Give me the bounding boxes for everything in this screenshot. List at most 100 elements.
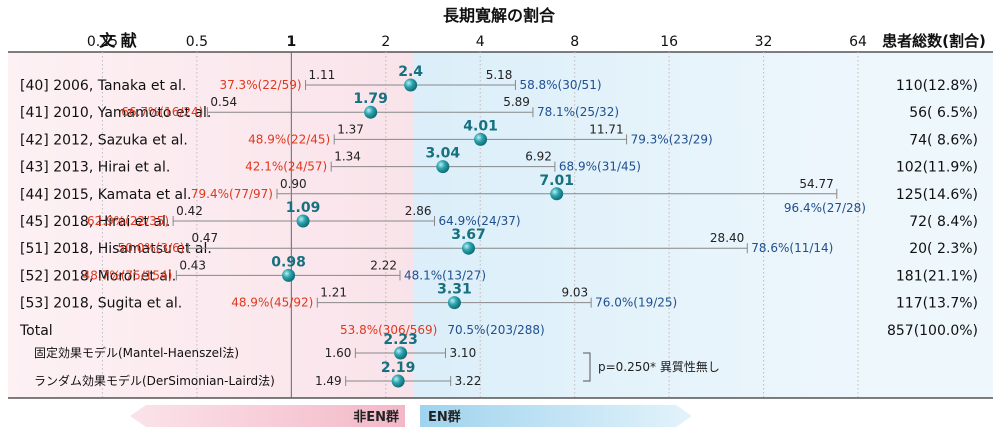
study-row: [45] 2018, Hirai et al. 1.09 0.42 2.86 62.9%… xyxy=(20,200,978,230)
non-en-arrow-label: 非EN群 xyxy=(353,409,399,425)
patient-count: 20( 2.3%) xyxy=(909,241,978,257)
study-ratio-label: 1.79 xyxy=(353,91,388,107)
study-ratio-label: 3.67 xyxy=(451,227,486,243)
tick-label: 0.5 xyxy=(186,34,208,50)
study-lower-label: 1.11 xyxy=(309,68,336,82)
model-label: 固定効果モデル(Mantel-Haenszel法) xyxy=(34,345,239,360)
model-lower-label: 1.49 xyxy=(315,374,342,388)
count-background xyxy=(871,52,993,398)
chart-title: 長期寛解の割合 xyxy=(443,6,556,25)
patient-count: 110(12.8%) xyxy=(896,78,978,94)
non-en-result: 48.9%(45/92) xyxy=(231,296,313,310)
en-arrow xyxy=(420,405,692,427)
non-en-result: 48.9%(22/45) xyxy=(248,132,330,146)
study-label: [41] 2010, Yamamoto et al. xyxy=(20,105,211,121)
study-lower-label: 1.21 xyxy=(320,286,347,300)
non-en-arrow xyxy=(130,405,405,427)
study-upper-label: 11.71 xyxy=(589,122,623,136)
study-label: [44] 2015, Kamata et al. xyxy=(20,187,191,203)
model-lower-label: 1.60 xyxy=(325,346,352,360)
en-result: 78.6%(11/14) xyxy=(751,241,833,255)
study-label: [40] 2006, Tanaka et al. xyxy=(20,78,186,94)
study-point-marker xyxy=(461,241,475,255)
non-en-result: 79.4%(77/97) xyxy=(191,187,273,201)
model-ratio-label: 2.23 xyxy=(383,332,418,348)
en-result: 58.8%(30/51) xyxy=(519,78,601,92)
total-label: Total xyxy=(19,323,53,339)
model-row: 固定効果モデル(Mantel-Haenszel法) 2.23 1.60 3.10 xyxy=(34,332,476,360)
non-en-background xyxy=(8,52,413,398)
study-lower-label: 1.34 xyxy=(334,150,361,164)
tick-label: 16 xyxy=(660,34,678,50)
en-background xyxy=(413,52,871,398)
tick-label: 2 xyxy=(381,34,390,50)
en-result: 68.9%(31/45) xyxy=(559,160,641,174)
study-row: [42] 2012, Sazuka et al. 4.01 1.37 11.71 48.… xyxy=(20,118,978,148)
model-rows: 固定効果モデル(Mantel-Haenszel法)2.231.60 3.10ランダ… xyxy=(34,332,591,388)
study-point-marker xyxy=(296,214,310,228)
tick-label: 8 xyxy=(570,34,579,50)
patient-count: 74( 8.6%) xyxy=(909,132,978,148)
non-en-result: 42.1%(24/57) xyxy=(245,160,327,174)
en-arrow-label: EN群 xyxy=(428,409,461,425)
grid-lines xyxy=(101,52,859,398)
study-label: [53] 2018, Sugita et al. xyxy=(20,296,182,312)
study-upper-label: 2.22 xyxy=(370,258,397,272)
study-row: [44] 2015, Kamata et al. 7.01 0.90 54.77 79.… xyxy=(20,173,978,215)
count-column-header: 患者総数(割合) xyxy=(882,32,986,50)
study-upper-label: 9.03 xyxy=(561,286,588,300)
study-lower-label: 0.42 xyxy=(176,204,203,218)
study-row: [51] 2018, Hisamatsu et al. 3.67 0.47 28.40… xyxy=(20,227,978,257)
study-label: [42] 2012, Sazuka et al. xyxy=(20,132,188,148)
study-lower-label: 0.90 xyxy=(280,177,307,191)
total-en-result: 70.5%(203/288) xyxy=(447,323,544,337)
tick-label: 4 xyxy=(476,34,485,50)
non-en-result: 50.0%(3/6) xyxy=(118,241,185,255)
total-row: Total 53.8%(306/569) 70.5%(203/288) 857(100… xyxy=(19,323,978,339)
study-row: [52] 2018, Moroi et al. 0.98 0.43 2.22 48.7%… xyxy=(20,254,978,284)
study-ratio-label: 2.4 xyxy=(398,64,423,80)
study-point-marker xyxy=(364,105,378,119)
study-point-marker xyxy=(436,160,450,174)
tick-label: 64 xyxy=(849,34,867,50)
patient-count: 125(14.6%) xyxy=(896,187,978,203)
study-ratio-label: 4.01 xyxy=(463,118,498,134)
study-lower-label: 0.47 xyxy=(191,231,218,245)
model-point-marker xyxy=(394,346,408,360)
patient-count: 181(21.1%) xyxy=(896,268,978,284)
study-rows: [40] 2006, Tanaka et al. 2.4 1.11 5.18 37.3%… xyxy=(20,64,978,312)
en-result: 64.9%(24/37) xyxy=(439,214,521,228)
study-row: [41] 2010, Yamamoto et al. 1.79 0.54 5.89 66… xyxy=(20,91,978,121)
study-point-marker xyxy=(404,78,418,92)
study-upper-label: 5.18 xyxy=(486,68,513,82)
study-point-marker xyxy=(474,132,488,146)
study-lower-label: 0.43 xyxy=(179,258,206,272)
study-column-header: 文 献 xyxy=(99,31,137,50)
study-row: [40] 2006, Tanaka et al. 2.4 1.11 5.18 37.3%… xyxy=(20,64,978,94)
study-ratio-label: 3.31 xyxy=(437,282,472,298)
total-non-en-result: 53.8%(306/569) xyxy=(340,323,437,337)
study-point-marker xyxy=(550,187,564,201)
study-ratio-label: 3.04 xyxy=(426,146,461,162)
study-row: [43] 2013, Hirai et al. 3.04 1.34 6.92 42.1%… xyxy=(20,146,978,176)
heterogeneity-note: p=0.250* 異質性無し xyxy=(598,359,720,374)
model-point-marker xyxy=(391,374,405,388)
model-row: ランダム効果モデル(DerSimonian-Laird法) 2.19 1.49 3.2… xyxy=(34,360,481,388)
en-result: 78.1%(25/32) xyxy=(537,105,619,119)
study-lower-label: 1.37 xyxy=(337,122,364,136)
en-result: 76.0%(19/25) xyxy=(595,296,677,310)
patient-count: 72( 8.4%) xyxy=(909,214,978,230)
patient-count: 102(11.9%) xyxy=(896,160,978,176)
study-upper-label: 54.77 xyxy=(799,177,833,191)
model-bracket xyxy=(583,352,591,382)
tick-label: 0.25 xyxy=(87,34,118,50)
patient-count: 56( 6.5%) xyxy=(909,105,978,121)
en-result: 48.1%(13/27) xyxy=(404,268,486,282)
study-label: [52] 2018, Moroi et al. xyxy=(20,268,176,284)
study-ratio-label: 1.09 xyxy=(286,200,321,216)
study-point-marker xyxy=(282,268,296,282)
total-patient-count: 857(100.0%) xyxy=(887,323,978,339)
tick-label: 32 xyxy=(755,34,773,50)
study-ratio-label: 0.98 xyxy=(271,254,306,270)
